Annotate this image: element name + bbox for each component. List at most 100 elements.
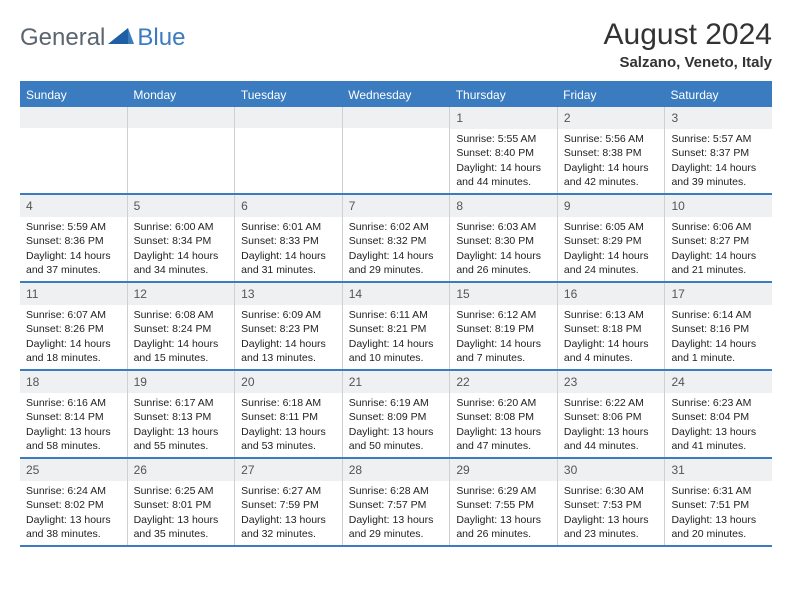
day-content: Sunrise: 5:56 AMSunset: 8:38 PMDaylight:… [558,129,665,193]
day-number: 11 [20,283,127,305]
daylight-line: Daylight: 14 hours and 18 minutes. [26,337,121,365]
sunrise-line: Sunrise: 6:00 AM [134,220,229,234]
day-content: Sunrise: 6:25 AMSunset: 8:01 PMDaylight:… [128,481,235,545]
day-number: 30 [558,459,665,481]
day-number: 2 [558,107,665,129]
daylight-line: Daylight: 13 hours and 55 minutes. [134,425,229,453]
sunset-line: Sunset: 8:01 PM [134,498,229,512]
week-row: 1Sunrise: 5:55 AMSunset: 8:40 PMDaylight… [20,107,772,195]
sunrise-line: Sunrise: 5:55 AM [456,132,551,146]
daylight-line: Daylight: 13 hours and 50 minutes. [349,425,444,453]
daylight-line: Daylight: 13 hours and 35 minutes. [134,513,229,541]
week-row: 18Sunrise: 6:16 AMSunset: 8:14 PMDayligh… [20,371,772,459]
sunrise-line: Sunrise: 5:59 AM [26,220,121,234]
day-number: 5 [128,195,235,217]
day-cell: 27Sunrise: 6:27 AMSunset: 7:59 PMDayligh… [235,459,343,545]
daylight-line: Daylight: 14 hours and 37 minutes. [26,249,121,277]
logo-text-general: General [20,24,105,52]
sunset-line: Sunset: 8:04 PM [671,410,766,424]
day-content: Sunrise: 6:01 AMSunset: 8:33 PMDaylight:… [235,217,342,281]
day-cell: 21Sunrise: 6:19 AMSunset: 8:09 PMDayligh… [343,371,451,457]
day-cell: 29Sunrise: 6:29 AMSunset: 7:55 PMDayligh… [450,459,558,545]
sunset-line: Sunset: 8:34 PM [134,234,229,248]
day-cell: 19Sunrise: 6:17 AMSunset: 8:13 PMDayligh… [128,371,236,457]
day-cell: 31Sunrise: 6:31 AMSunset: 7:51 PMDayligh… [665,459,772,545]
day-number: 24 [665,371,772,393]
day-cell: 8Sunrise: 6:03 AMSunset: 8:30 PMDaylight… [450,195,558,281]
daylight-line: Daylight: 13 hours and 53 minutes. [241,425,336,453]
sunset-line: Sunset: 8:14 PM [26,410,121,424]
day-content: Sunrise: 6:20 AMSunset: 8:08 PMDaylight:… [450,393,557,457]
empty-day-cell [235,107,343,193]
sunset-line: Sunset: 8:32 PM [349,234,444,248]
week-row: 4Sunrise: 5:59 AMSunset: 8:36 PMDaylight… [20,195,772,283]
sunset-line: Sunset: 8:23 PM [241,322,336,336]
day-number: 18 [20,371,127,393]
sunrise-line: Sunrise: 6:03 AM [456,220,551,234]
sunrise-line: Sunrise: 6:05 AM [564,220,659,234]
day-content: Sunrise: 6:06 AMSunset: 8:27 PMDaylight:… [665,217,772,281]
sunset-line: Sunset: 8:13 PM [134,410,229,424]
weekday-sunday: Sunday [20,83,127,107]
day-cell: 1Sunrise: 5:55 AMSunset: 8:40 PMDaylight… [450,107,558,193]
sunset-line: Sunset: 8:24 PM [134,322,229,336]
sunrise-line: Sunrise: 6:02 AM [349,220,444,234]
daylight-line: Daylight: 14 hours and 26 minutes. [456,249,551,277]
day-number: 8 [450,195,557,217]
day-number: 26 [128,459,235,481]
day-number: 19 [128,371,235,393]
sunrise-line: Sunrise: 6:22 AM [564,396,659,410]
day-content: Sunrise: 6:29 AMSunset: 7:55 PMDaylight:… [450,481,557,545]
sunset-line: Sunset: 8:19 PM [456,322,551,336]
day-cell: 25Sunrise: 6:24 AMSunset: 8:02 PMDayligh… [20,459,128,545]
day-number: 14 [343,283,450,305]
sunrise-line: Sunrise: 6:24 AM [26,484,121,498]
day-number: 31 [665,459,772,481]
daylight-line: Daylight: 14 hours and 34 minutes. [134,249,229,277]
empty-day-cell [20,107,128,193]
weekday-monday: Monday [127,83,234,107]
day-content: Sunrise: 6:23 AMSunset: 8:04 PMDaylight:… [665,393,772,457]
day-content: Sunrise: 6:03 AMSunset: 8:30 PMDaylight:… [450,217,557,281]
sunset-line: Sunset: 8:38 PM [564,146,659,160]
sunset-line: Sunset: 8:09 PM [349,410,444,424]
day-content: Sunrise: 6:28 AMSunset: 7:57 PMDaylight:… [343,481,450,545]
day-cell: 4Sunrise: 5:59 AMSunset: 8:36 PMDaylight… [20,195,128,281]
day-cell: 26Sunrise: 6:25 AMSunset: 8:01 PMDayligh… [128,459,236,545]
sunset-line: Sunset: 8:33 PM [241,234,336,248]
daylight-line: Daylight: 13 hours and 32 minutes. [241,513,336,541]
day-cell: 15Sunrise: 6:12 AMSunset: 8:19 PMDayligh… [450,283,558,369]
day-number: 27 [235,459,342,481]
sunrise-line: Sunrise: 5:57 AM [671,132,766,146]
sunset-line: Sunset: 8:06 PM [564,410,659,424]
day-content: Sunrise: 6:02 AMSunset: 8:32 PMDaylight:… [343,217,450,281]
brand-logo: General Blue [20,24,185,52]
day-cell: 23Sunrise: 6:22 AMSunset: 8:06 PMDayligh… [558,371,666,457]
sunrise-line: Sunrise: 6:12 AM [456,308,551,322]
day-content: Sunrise: 6:11 AMSunset: 8:21 PMDaylight:… [343,305,450,369]
sunrise-line: Sunrise: 6:20 AM [456,396,551,410]
day-number: 9 [558,195,665,217]
daylight-line: Daylight: 14 hours and 13 minutes. [241,337,336,365]
sunrise-line: Sunrise: 6:01 AM [241,220,336,234]
sunrise-line: Sunrise: 6:08 AM [134,308,229,322]
day-cell: 7Sunrise: 6:02 AMSunset: 8:32 PMDaylight… [343,195,451,281]
sunset-line: Sunset: 7:57 PM [349,498,444,512]
day-cell: 16Sunrise: 6:13 AMSunset: 8:18 PMDayligh… [558,283,666,369]
sunrise-line: Sunrise: 6:30 AM [564,484,659,498]
week-row: 11Sunrise: 6:07 AMSunset: 8:26 PMDayligh… [20,283,772,371]
sunrise-line: Sunrise: 6:27 AM [241,484,336,498]
day-content: Sunrise: 6:24 AMSunset: 8:02 PMDaylight:… [20,481,127,545]
day-cell: 24Sunrise: 6:23 AMSunset: 8:04 PMDayligh… [665,371,772,457]
daylight-line: Daylight: 14 hours and 21 minutes. [671,249,766,277]
sunset-line: Sunset: 7:55 PM [456,498,551,512]
day-content: Sunrise: 6:22 AMSunset: 8:06 PMDaylight:… [558,393,665,457]
sunset-line: Sunset: 8:02 PM [26,498,121,512]
daylight-line: Daylight: 14 hours and 44 minutes. [456,161,551,189]
daylight-line: Daylight: 14 hours and 42 minutes. [564,161,659,189]
day-content: Sunrise: 6:12 AMSunset: 8:19 PMDaylight:… [450,305,557,369]
sunrise-line: Sunrise: 6:11 AM [349,308,444,322]
day-cell: 5 Sunrise: 6:00 AMSunset: 8:34 PMDaylight… [128,195,236,281]
daylight-line: Daylight: 13 hours and 29 minutes. [349,513,444,541]
day-number: 20 [235,371,342,393]
